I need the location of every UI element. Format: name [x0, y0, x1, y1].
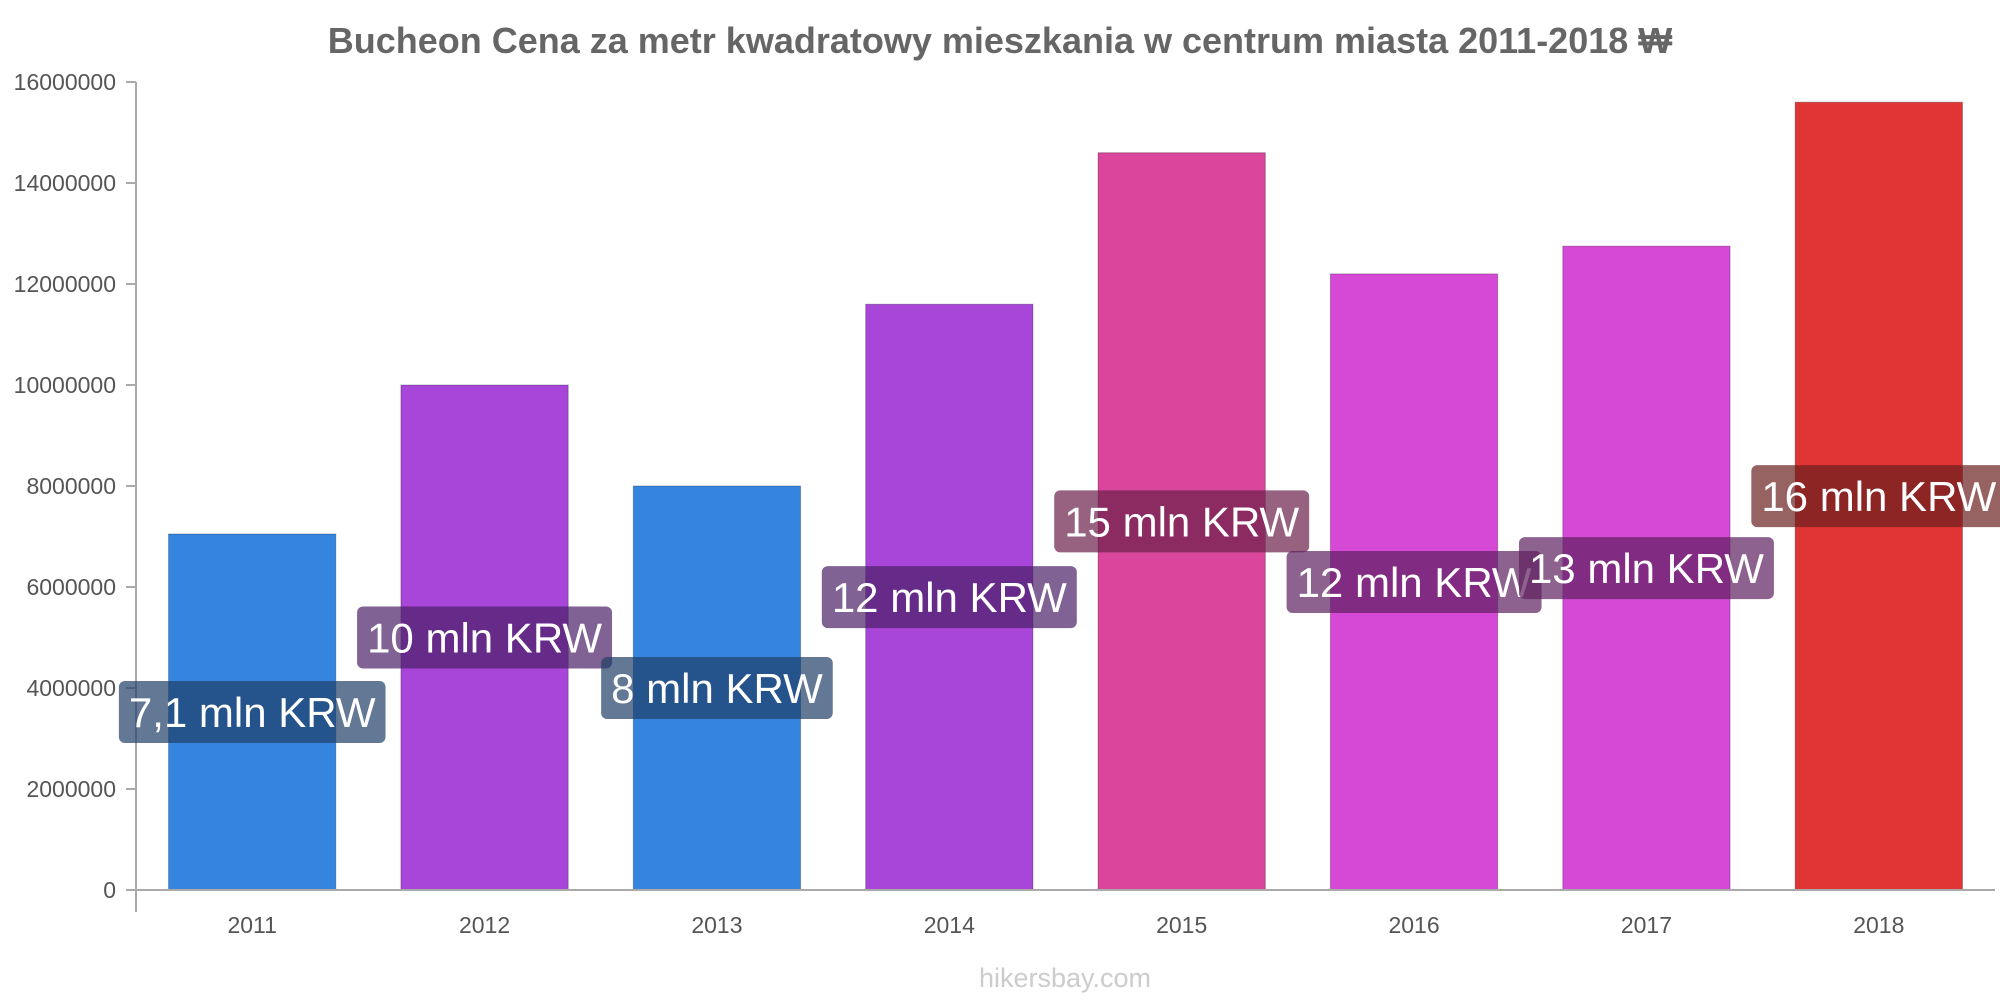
data-label-text: 8 mln KRW	[611, 665, 823, 712]
data-label-2013: 8 mln KRW	[601, 657, 833, 719]
x-tick-label: 2015	[1156, 912, 1207, 938]
watermark: hikersbay.com	[979, 963, 1151, 993]
y-tick-label: 2000000	[26, 776, 116, 802]
x-tick-label: 2011	[227, 912, 276, 938]
data-label-2015: 15 mln KRW	[1054, 490, 1310, 553]
y-axis-ticks: 0 2000000 4000000 6000000 8000000 10000000 120…	[14, 69, 136, 903]
data-label-text: 12 mln KRW	[832, 574, 1067, 621]
data-label-2018: 16 mln KRW	[1751, 465, 2000, 528]
data-label-text: 7,1 mln KRW	[129, 689, 376, 736]
y-tick-label: 8000000	[26, 473, 116, 499]
x-tick-label: 2017	[1621, 912, 1672, 938]
y-tick-label: 0	[103, 877, 116, 903]
x-tick-label: 2016	[1388, 912, 1439, 938]
data-label-box	[118, 680, 386, 743]
data-label-2016: 12 mln KRW	[1286, 550, 1542, 613]
data-label-box	[821, 566, 1077, 629]
data-label-2011: 7,1 mln KRW	[118, 680, 386, 743]
data-label-box	[1054, 490, 1310, 553]
data-label-2014: 12 mln KRW	[821, 566, 1077, 629]
y-tick-label: 10000000	[14, 372, 116, 398]
data-label-box	[357, 606, 613, 669]
data-label-text: 16 mln KRW	[1761, 473, 1996, 520]
data-label-text: 15 mln KRW	[1064, 498, 1299, 545]
data-label-box	[1286, 550, 1542, 613]
data-label-text: 13 mln KRW	[1529, 545, 1764, 592]
x-tick-label: 2014	[924, 912, 975, 938]
x-tick-label: 2012	[459, 912, 510, 938]
data-label-2012: 10 mln KRW	[357, 606, 613, 669]
y-tick-label: 12000000	[14, 271, 116, 297]
y-tick-label: 4000000	[26, 675, 116, 701]
y-tick-label: 6000000	[26, 574, 116, 600]
chart-title: Bucheon Cena za metr kwadratowy mieszkan…	[328, 20, 1673, 61]
data-label-2017: 13 mln KRW	[1518, 537, 1774, 600]
data-label-text: 12 mln KRW	[1297, 559, 1532, 606]
x-axis-ticks: 2011 2012 2013 2014 2015 2016 2017 2018	[227, 912, 1904, 938]
data-label-box	[1518, 537, 1774, 600]
x-tick-label: 2013	[691, 912, 742, 938]
data-label-box	[601, 657, 833, 719]
x-tick-label: 2018	[1853, 912, 1904, 938]
data-label-box	[1751, 465, 2000, 528]
y-tick-label: 16000000	[14, 69, 116, 95]
y-tick-label: 14000000	[14, 170, 116, 196]
data-label-text: 10 mln KRW	[367, 615, 602, 662]
